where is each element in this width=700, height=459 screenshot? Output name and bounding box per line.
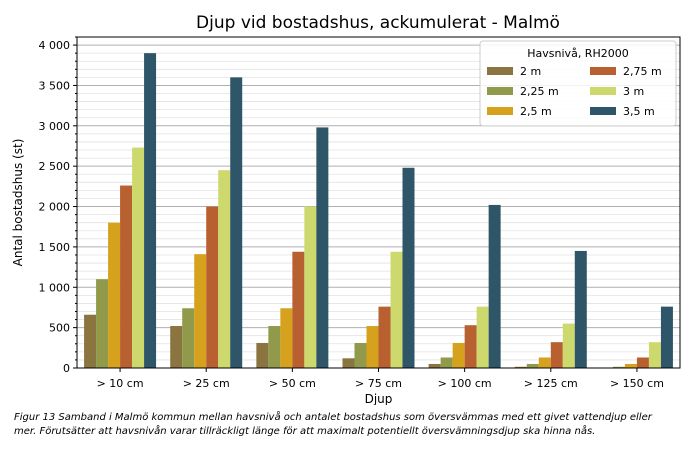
y-tick-label: 3 000 [39, 120, 71, 133]
y-tick-label: 3 500 [39, 79, 71, 92]
legend-swatch [487, 107, 513, 115]
bar [120, 185, 133, 368]
bar [562, 323, 575, 368]
y-tick-label: 4 000 [39, 39, 71, 52]
bar [218, 170, 231, 368]
bar [256, 342, 269, 368]
y-tick-label: 1 500 [39, 241, 71, 254]
x-tick-label: > 50 cm [269, 377, 316, 390]
bar [342, 358, 355, 368]
y-tick-label: 2 000 [39, 201, 71, 214]
bar [636, 357, 649, 368]
x-tick-label: > 10 cm [97, 377, 144, 390]
bar [660, 306, 673, 368]
bar [574, 250, 587, 368]
y-tick-label: 1 000 [39, 281, 71, 294]
bar [476, 306, 489, 368]
legend-swatch [487, 87, 513, 95]
figure-caption: Figur 13 Samband i Malmö kommun mellan h… [14, 412, 652, 437]
legend-swatch [590, 67, 616, 75]
bar [144, 53, 157, 369]
y-axis: 0 500 1 000 1 500 2 000 2 500 3 000 3 500 4 000 [39, 36, 77, 375]
bar [280, 308, 293, 368]
x-tick-label: > 150 cm [610, 377, 664, 390]
bar [550, 342, 563, 368]
bar [316, 127, 329, 368]
x-tick-label: > 75 cm [355, 377, 402, 390]
bar [182, 308, 195, 368]
legend-box [479, 40, 677, 127]
bar [538, 357, 551, 368]
legend-swatch [590, 107, 616, 115]
bar [390, 251, 403, 368]
x-axis-label: Djup [365, 392, 393, 405]
legend-swatch [487, 67, 513, 75]
x-tick-label: > 125 cm [524, 377, 578, 390]
legend-entry-label: 2,5 m [520, 105, 552, 118]
bar [452, 342, 465, 368]
legend-entry-label: 2,75 m [623, 65, 662, 78]
bar [268, 326, 281, 368]
bar [84, 314, 97, 368]
bar [366, 326, 379, 368]
bar-chart: Djup vid bostadshus, ackumulerat - Malmö… [11, 13, 681, 405]
y-tick-label: 2 500 [39, 160, 71, 173]
legend: Havsnivå, RH2000 2 m 2,25 m 2,5 m 2,75 m 3 m 3… [479, 40, 677, 127]
bar [292, 251, 305, 368]
bar [230, 77, 243, 369]
bar [378, 306, 391, 368]
bar [132, 147, 145, 368]
x-tick-label: > 25 cm [183, 377, 230, 390]
bars [84, 53, 673, 369]
y-axis-label: Antal bostadshus (st) [11, 139, 25, 267]
bar [464, 325, 477, 368]
chart-title: Djup vid bostadshus, ackumulerat - Malmö [196, 13, 560, 33]
bar [96, 279, 109, 368]
x-axis: > 10 cm > 25 cm > 50 cm > 75 cm > 100 cm > 12… [97, 368, 664, 390]
bar [170, 326, 183, 368]
bar [440, 357, 453, 368]
legend-entry-label: 2 m [520, 65, 541, 78]
x-tick-label: > 100 cm [438, 377, 492, 390]
bar [514, 366, 527, 368]
legend-entry-label: 2,25 m [520, 85, 559, 98]
bar [194, 254, 207, 368]
bar [354, 342, 367, 368]
legend-title: Havsnivå, RH2000 [527, 47, 628, 60]
legend-swatch [590, 87, 616, 95]
bar [612, 366, 625, 368]
bar [526, 363, 539, 368]
bar [488, 204, 501, 368]
legend-entry-label: 3,5 m [623, 105, 655, 118]
bar [108, 222, 121, 368]
y-tick-label: 500 [49, 322, 70, 335]
legend-entry-label: 3 m [623, 85, 644, 98]
y-tick-label: 0 [63, 362, 70, 375]
bar [428, 363, 441, 368]
bar [648, 342, 661, 368]
bar [624, 363, 637, 368]
bar [206, 206, 219, 368]
bar [402, 167, 415, 368]
bar [304, 206, 317, 368]
